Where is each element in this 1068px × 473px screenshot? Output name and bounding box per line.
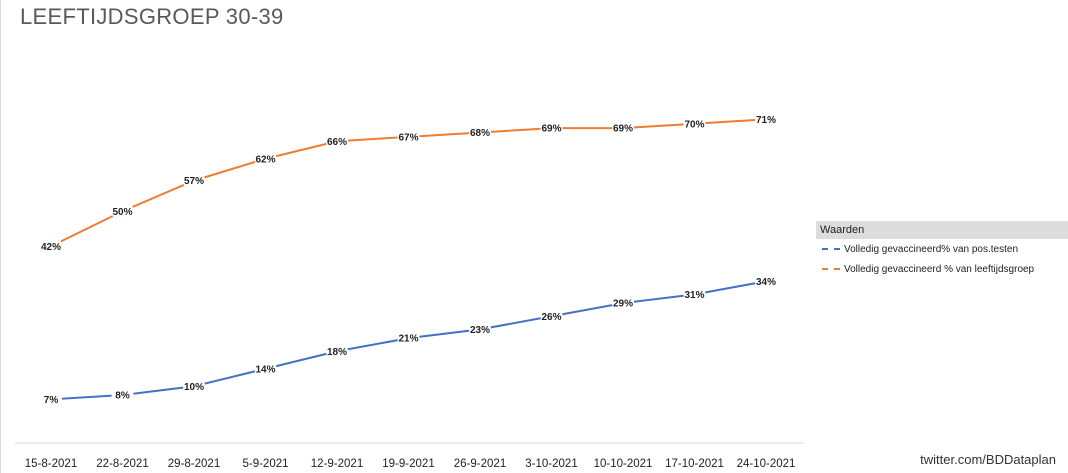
legend: Waarden Volledig gevaccineerd% van pos.t… [816, 221, 1068, 279]
data-point [397, 125, 420, 148]
credit-text: twitter.com/BDDataplan [920, 452, 1056, 467]
data-point [40, 388, 62, 411]
legend-swatch-orange [822, 268, 840, 270]
x-tick-label: 24-10-2021 [737, 458, 796, 470]
legend-title: Waarden [816, 221, 1068, 239]
x-tick-label: 19-9-2021 [382, 458, 434, 470]
data-point [612, 292, 634, 315]
data-label: 62% [255, 154, 275, 165]
data-label: 57% [184, 176, 204, 187]
data-label: 67% [398, 132, 418, 143]
data-point [397, 327, 420, 350]
data-label: 68% [470, 128, 490, 139]
data-point [183, 375, 205, 398]
line-chart: 15-8-2021 22-8-2021 29-8-2021 5-9-2021 12-9-… [15, 108, 804, 470]
data-label: 34% [756, 277, 776, 288]
x-tick-label: 22-8-2021 [96, 458, 148, 470]
data-label: 69% [613, 124, 633, 135]
data-label: 8% [115, 391, 130, 402]
legend-swatch-blue [822, 248, 840, 250]
data-point [612, 117, 634, 140]
x-tick-label: 12-9-2021 [311, 458, 363, 470]
data-label: 29% [613, 299, 633, 310]
x-tick-label: 15-8-2021 [25, 458, 77, 470]
data-point [469, 318, 491, 341]
data-point [683, 112, 706, 135]
data-label: 66% [327, 137, 347, 148]
data-point [469, 121, 491, 144]
x-tick-label: 26-9-2021 [454, 458, 506, 470]
data-point [254, 147, 277, 170]
legend-item-leeftijdsgroep: Volledig gevaccineerd % van leeftijdsgro… [816, 259, 1068, 279]
data-label: 7% [44, 395, 59, 406]
data-point [40, 235, 62, 258]
data-label: 26% [541, 312, 561, 323]
chart-border [0, 0, 1, 473]
x-tick-label: 3-10-2021 [525, 458, 577, 470]
data-label: 10% [184, 382, 204, 393]
x-tick-label: 29-8-2021 [168, 458, 220, 470]
data-label: 42% [41, 242, 61, 253]
data-label: 71% [756, 115, 776, 126]
data-label: 23% [470, 325, 490, 336]
data-label: 14% [255, 364, 275, 375]
data-point [326, 340, 348, 363]
data-point [183, 169, 205, 192]
data-point [540, 117, 563, 140]
data-point [683, 283, 706, 306]
data-label: 21% [398, 334, 418, 345]
data-point [326, 130, 348, 153]
chart-title: LEEFTIJDSGROEP 30-39 [20, 4, 284, 29]
data-point [111, 200, 134, 223]
data-label: 31% [684, 290, 704, 301]
data-point [254, 357, 277, 380]
x-tick-label: 17-10-2021 [665, 458, 724, 470]
data-label: 69% [541, 124, 561, 135]
x-tick-label: 10-10-2021 [594, 458, 653, 470]
data-point [755, 108, 777, 131]
data-label: 18% [327, 347, 347, 358]
data-point [540, 305, 563, 328]
legend-label-leeftijdsgroep: Volledig gevaccineerd % van leeftijdsgro… [844, 263, 1035, 275]
data-label: 50% [112, 207, 132, 218]
legend-label-pos-testen: Volledig gevaccineerd% van pos.testen [844, 243, 1019, 255]
legend-item-pos-testen: Volledig gevaccineerd% van pos.testen [816, 239, 1068, 259]
x-tick-label: 5-9-2021 [242, 458, 288, 470]
data-label: 70% [684, 119, 704, 130]
data-point [111, 384, 134, 406]
data-point [755, 270, 777, 293]
